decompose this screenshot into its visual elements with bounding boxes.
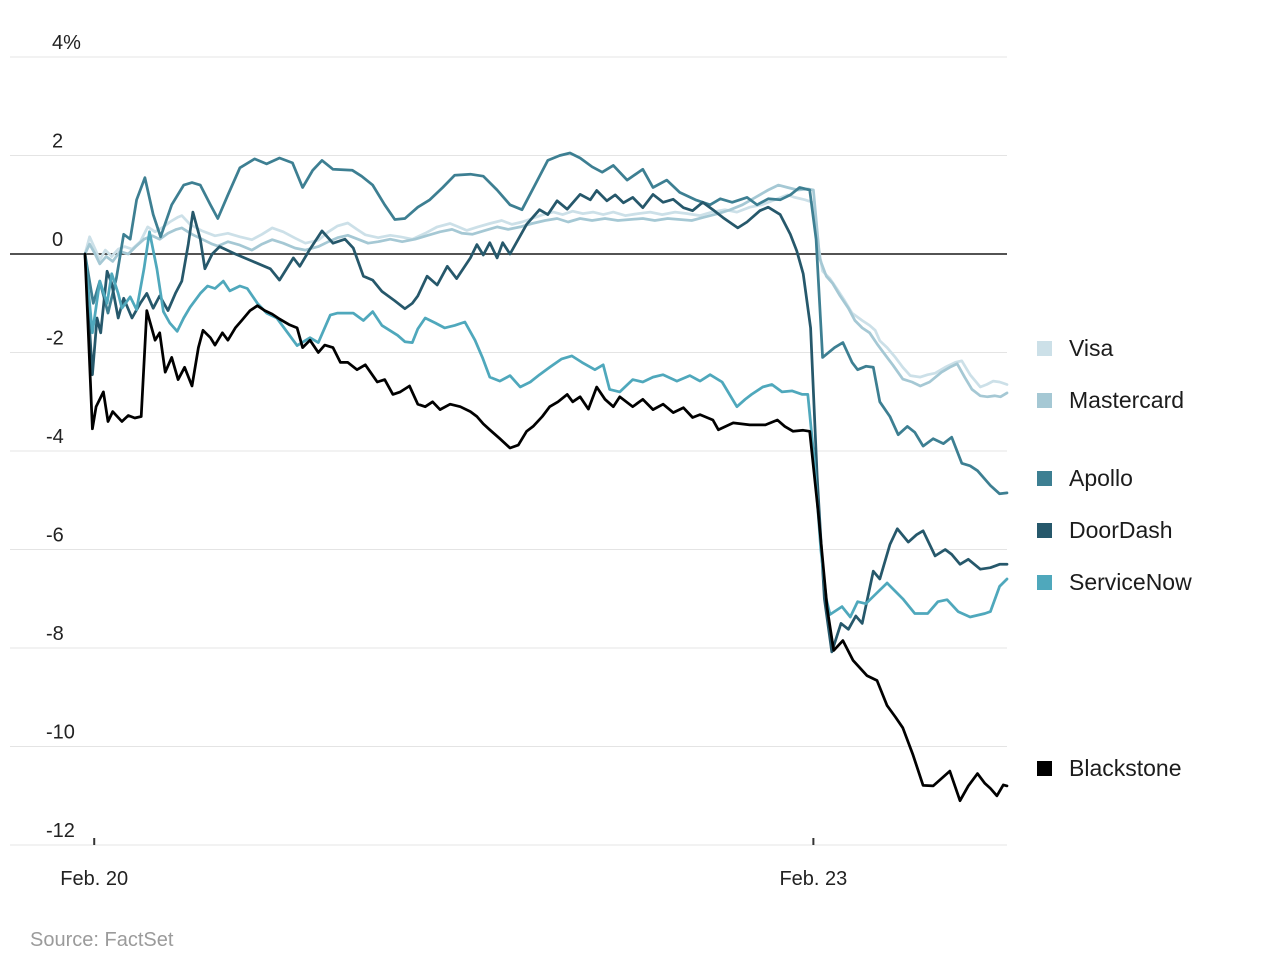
x-axis-tick-label: Feb. 23 [779,868,847,890]
series-line-doordash [83,189,1009,654]
y-axis-tick-label: 2 [52,131,63,153]
series-line-blackstone [83,252,1009,803]
series-line-visa [83,193,1009,389]
y-axis-tick-label: -8 [46,623,64,645]
y-axis-tick-label: -4 [46,426,64,448]
y-axis-tick-label: -6 [46,525,64,547]
series-line-servicenow [83,230,1009,619]
series-line-mastercard [83,183,1009,399]
y-axis-tick-label: -10 [46,722,75,744]
y-axis-tick-label: 4% [52,32,81,54]
y-axis-tick-label: -2 [46,328,64,350]
source-note: Source: FactSet [30,929,174,951]
y-axis-tick-label: 0 [52,229,63,251]
x-axis-tick-label: Feb. 20 [60,868,128,890]
series-line-apollo [83,151,1009,496]
y-axis-tick-label: -12 [46,820,75,842]
